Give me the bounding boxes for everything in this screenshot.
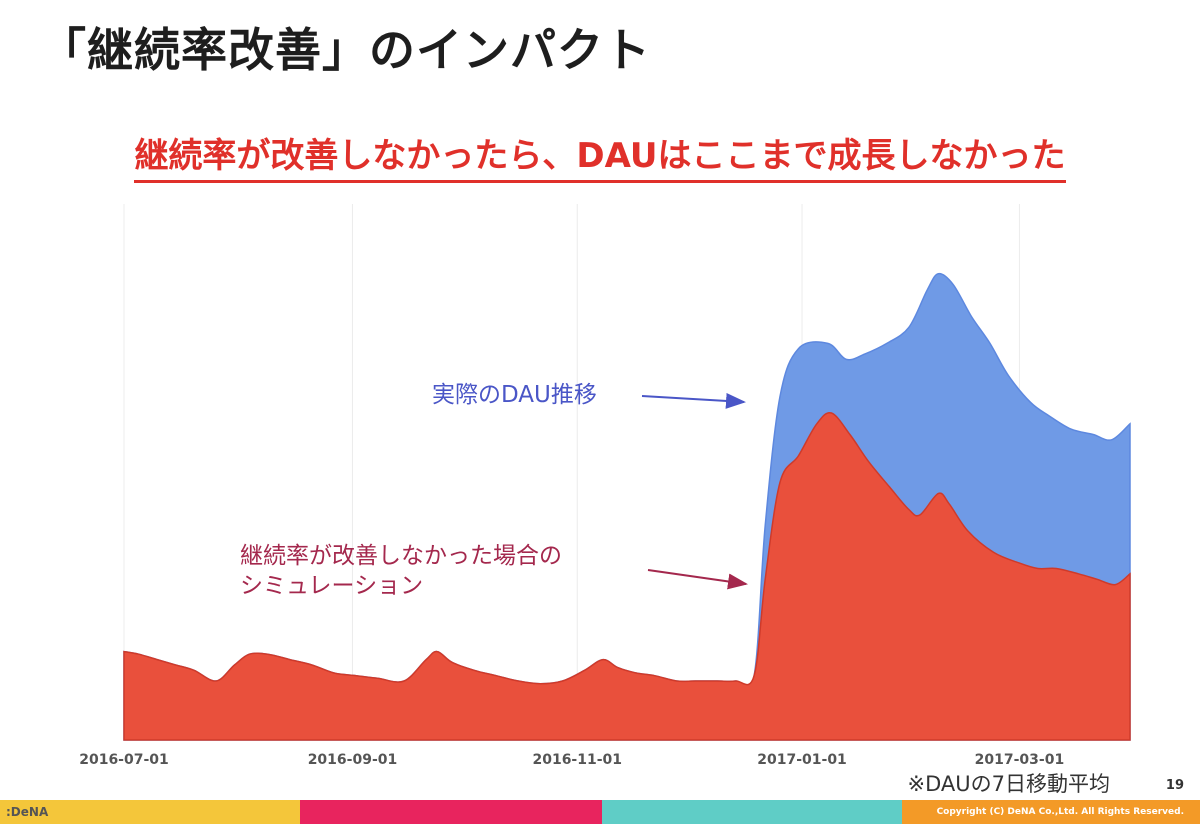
series-simulation-area bbox=[123, 411, 1131, 741]
annotation-simulation-line2: シミュレーション bbox=[240, 573, 423, 599]
slide-subtitle: 継続率が改善しなかったら、DAUはここまで成長しなかった bbox=[0, 128, 1200, 183]
page-number: 19 bbox=[1165, 778, 1184, 793]
footer-bar: :DeNA Copyright (C) DeNA Co.,Ltd. All Ri… bbox=[0, 800, 1200, 824]
copyright-text: Copyright (C) DeNA Co.,Ltd. All Rights R… bbox=[936, 807, 1184, 817]
annotation-simulation-arrow bbox=[647, 569, 748, 590]
x-tick-label: 2016-11-01 bbox=[532, 752, 622, 768]
footnote-moving-average: ※DAUの7日移動平均 bbox=[907, 772, 1111, 796]
x-tick-label: 2016-07-01 bbox=[79, 752, 169, 768]
dena-logo: :DeNA bbox=[6, 805, 49, 819]
footer-segment-yellow: :DeNA bbox=[0, 800, 300, 824]
x-tick-label: 2017-01-01 bbox=[757, 752, 847, 768]
footer-segment-orange: Copyright (C) DeNA Co.,Ltd. All Rights R… bbox=[902, 800, 1200, 824]
footer-segment-pink bbox=[300, 800, 602, 824]
annotation-actual-arrow bbox=[641, 392, 746, 409]
x-tick-label: 2017-03-01 bbox=[975, 752, 1065, 768]
subtitle-text: 継続率が改善しなかったら、DAUはここまで成長しなかった bbox=[134, 136, 1066, 183]
footer-segment-teal bbox=[602, 800, 902, 824]
x-tick-label: 2016-09-01 bbox=[308, 752, 398, 768]
annotation-simulation-line1: 継続率が改善しなかった場合の bbox=[240, 543, 562, 569]
annotation-actual: 実際のDAU推移 bbox=[432, 382, 597, 408]
slide-title: 「継続率改善」のインパクト bbox=[40, 23, 651, 77]
